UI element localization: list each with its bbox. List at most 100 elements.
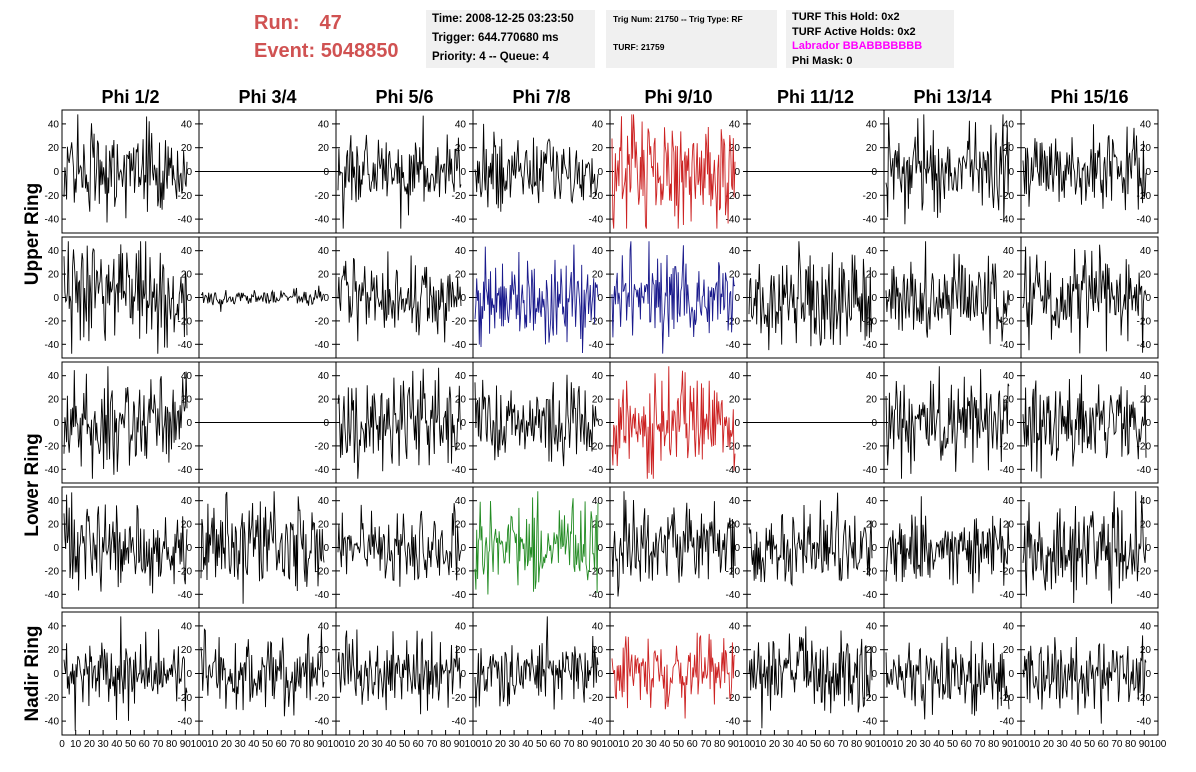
y-tick-label-left: 0	[53, 293, 59, 304]
x-tick-label: 10	[344, 739, 356, 750]
x-tick-label: 40	[1070, 739, 1082, 750]
y-tick-label: -20	[178, 441, 193, 452]
time-text: Time: 2008-12-25 03:23:50	[432, 13, 574, 25]
y-tick-label: 20	[455, 143, 467, 154]
waveform-trace	[474, 374, 599, 467]
y-tick-label: 0	[871, 167, 877, 178]
y-tick-label: -20	[315, 441, 330, 452]
x-tick-label: 90	[728, 739, 740, 750]
y-tick-label: 0	[460, 293, 466, 304]
y-tick-label: 40	[1140, 119, 1152, 130]
waveform-trace	[748, 626, 873, 729]
x-tick-label: 10	[207, 739, 219, 750]
y-tick-label: -40	[1137, 340, 1152, 351]
y-tick-label: 40	[592, 496, 604, 507]
y-tick-label: -40	[1137, 590, 1152, 601]
x-tick-label: 10	[618, 739, 630, 750]
y-tick-label: 40	[1140, 371, 1152, 382]
y-tick-label: -20	[589, 316, 604, 327]
y-tick-label: 20	[318, 270, 330, 281]
x-tick-label: 10	[892, 739, 904, 750]
x-tick-label: 60	[276, 739, 288, 750]
y-tick-label: 40	[729, 119, 741, 130]
y-tick-label: -40	[178, 215, 193, 226]
y-tick-label: -40	[1137, 717, 1152, 728]
y-tick-label: 0	[1008, 167, 1014, 178]
row-group-label: Upper Ring	[22, 183, 43, 285]
x-tick-label: 60	[961, 739, 973, 750]
y-tick-label: 20	[729, 645, 741, 656]
x-tick-label: 20	[1043, 739, 1055, 750]
x-tick-label: 90	[454, 739, 466, 750]
y-tick-label: -40	[452, 465, 467, 476]
y-tick-label: -40	[726, 590, 741, 601]
y-tick-label: -40	[315, 215, 330, 226]
x-tick-label: 50	[810, 739, 822, 750]
y-tick-label: -20	[589, 191, 604, 202]
y-tick-label: -40	[589, 340, 604, 351]
x-tick-label: 20	[769, 739, 781, 750]
y-tick-label: 40	[729, 496, 741, 507]
x-tick-label: 40	[522, 739, 534, 750]
y-tick-label: -20	[589, 566, 604, 577]
y-tick-label: -40	[452, 717, 467, 728]
x-tick-label: 30	[646, 739, 658, 750]
waveform-trace	[1022, 635, 1147, 724]
y-tick-label: 0	[186, 669, 192, 680]
x-tick-label: 50	[536, 739, 548, 750]
y-tick-label: 20	[866, 270, 878, 281]
y-tick-label: -40	[863, 215, 878, 226]
y-tick-label: 0	[1008, 293, 1014, 304]
y-tick-label: 40	[318, 246, 330, 257]
column-title: Phi 1/2	[101, 87, 159, 107]
y-tick-label: -20	[315, 566, 330, 577]
y-tick-label: 20	[181, 270, 193, 281]
y-tick-label: 0	[597, 418, 603, 429]
y-tick-label: 0	[734, 543, 740, 554]
x-tick-label: 60	[550, 739, 562, 750]
y-tick-label-left: 0	[53, 669, 59, 680]
y-tick-label: 20	[455, 395, 467, 406]
y-tick-label: -20	[1137, 566, 1152, 577]
y-tick-label: 40	[181, 119, 193, 130]
x-tick-label: 20	[632, 739, 644, 750]
y-tick-label: 0	[597, 167, 603, 178]
y-tick-label: 40	[1140, 496, 1152, 507]
y-tick-label: 20	[592, 395, 604, 406]
y-tick-label: 20	[318, 143, 330, 154]
x-tick-label: 80	[303, 739, 315, 750]
waveform-trace	[611, 241, 736, 354]
y-tick-label: -40	[726, 465, 741, 476]
y-tick-label-left: -40	[45, 717, 60, 728]
x-tick-label: 10	[1029, 739, 1041, 750]
waveform-trace	[748, 492, 873, 587]
y-tick-label: 20	[1140, 270, 1152, 281]
y-tick-label: -40	[452, 340, 467, 351]
y-tick-label: 20	[318, 395, 330, 406]
y-tick-label-left: 40	[48, 621, 60, 632]
y-tick-label: 0	[734, 293, 740, 304]
x-tick-label: 40	[385, 739, 397, 750]
y-tick-label: 40	[1003, 621, 1015, 632]
x-tick-label: 90	[317, 739, 329, 750]
y-tick-label: 20	[729, 270, 741, 281]
y-tick-label: 20	[866, 143, 878, 154]
y-tick-label: 20	[592, 270, 604, 281]
x-tick-label: 30	[783, 739, 795, 750]
y-tick-label: 20	[181, 645, 193, 656]
y-tick-label: -40	[178, 590, 193, 601]
